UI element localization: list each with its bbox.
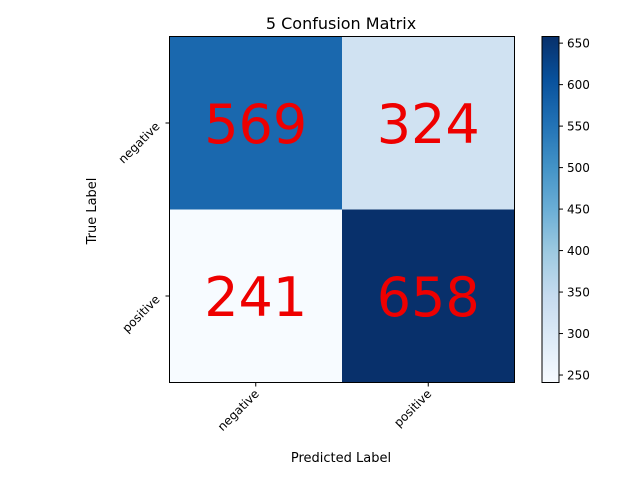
cell-value-label: 241 bbox=[204, 266, 307, 329]
colorbar-tick-label: 250 bbox=[567, 369, 590, 383]
colorbar-tick-label: 450 bbox=[567, 203, 590, 217]
x-tick-label: negative bbox=[215, 387, 262, 434]
cell-value-label: 324 bbox=[377, 93, 480, 156]
cell-value-labels: 569 324 241 658 bbox=[204, 93, 480, 329]
colorbar bbox=[541, 36, 560, 383]
heatmap-cell-1-0 bbox=[169, 209, 343, 383]
y-axis-ticks: negative positive bbox=[116, 119, 170, 335]
colorbar-ticks: 250 300 350 400 450 500 550 600 650 bbox=[559, 37, 590, 383]
colorbar-tick-label: 500 bbox=[567, 161, 590, 175]
colorbar-tick-label: 650 bbox=[567, 37, 590, 51]
cell-value-label: 569 bbox=[204, 93, 307, 156]
y-tick-label: positive bbox=[119, 292, 162, 335]
chart-title: 5 Confusion Matrix bbox=[266, 14, 416, 33]
cell-value-label: 658 bbox=[377, 266, 480, 329]
y-axis-label: True Label bbox=[85, 178, 100, 246]
colorbar-tick-label: 350 bbox=[567, 286, 590, 300]
plot-frame bbox=[169, 36, 515, 383]
x-axis-label: Predicted Label bbox=[291, 451, 391, 466]
heatmap-cell-0-0 bbox=[169, 36, 343, 210]
colorbar-tick-label: 300 bbox=[567, 327, 590, 341]
heatmap-cells bbox=[169, 36, 515, 383]
x-axis-ticks: negative positive bbox=[215, 382, 434, 434]
colorbar-tick-label: 600 bbox=[567, 78, 590, 92]
heatmap-cell-0-1 bbox=[342, 36, 515, 210]
x-tick-label: positive bbox=[391, 387, 434, 430]
heatmap-cell-1-1 bbox=[342, 209, 515, 383]
colorbar-tick-label: 550 bbox=[567, 120, 590, 134]
colorbar-tick-label: 400 bbox=[567, 244, 590, 258]
y-tick-label: negative bbox=[116, 119, 163, 166]
